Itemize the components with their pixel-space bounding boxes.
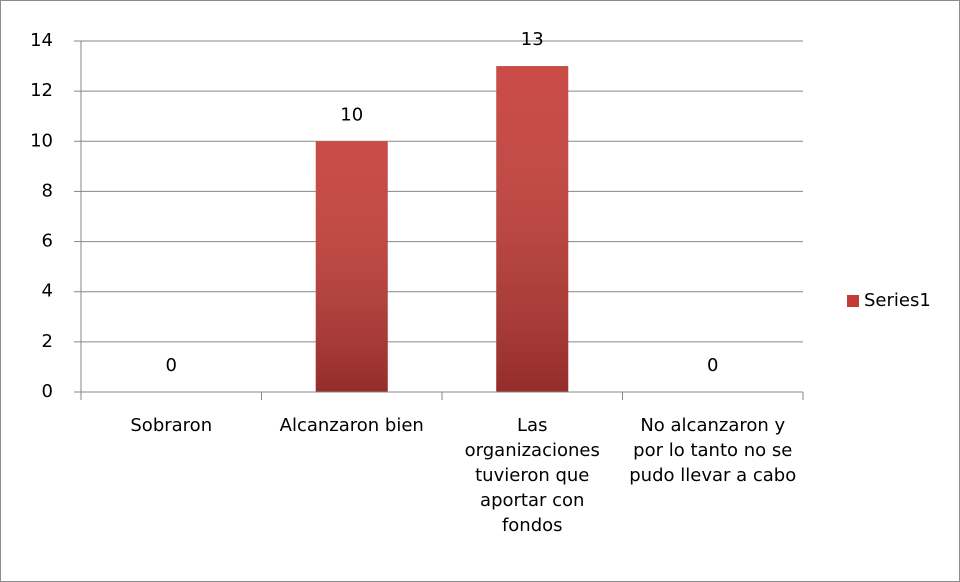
y-tick-label: 12 xyxy=(30,80,53,101)
legend-swatch xyxy=(847,295,859,307)
data-label: 0 xyxy=(707,355,718,376)
y-tick-label: 14 xyxy=(30,30,53,51)
y-tick-label: 10 xyxy=(30,130,53,151)
bar-shade xyxy=(496,66,569,393)
legend-label: Series1 xyxy=(864,290,931,311)
x-tick-label: Alcanzaron bien xyxy=(279,415,424,436)
x-tick-label: No alcanzaron y por lo tanto no se pudo … xyxy=(629,415,797,486)
y-tick-label: 0 xyxy=(42,381,53,402)
bar-shade xyxy=(315,141,388,392)
x-tick-label: Las organizaciones tuvieron que aportar … xyxy=(464,415,600,536)
y-tick-label: 2 xyxy=(42,331,53,352)
y-tick-label: 8 xyxy=(42,180,53,201)
x-tick-label: Sobraron xyxy=(130,415,213,436)
data-label: 13 xyxy=(521,29,544,50)
y-tick-label: 6 xyxy=(42,231,53,252)
data-label: 10 xyxy=(340,104,363,125)
y-tick-label: 4 xyxy=(42,281,53,302)
data-label: 0 xyxy=(166,355,177,376)
